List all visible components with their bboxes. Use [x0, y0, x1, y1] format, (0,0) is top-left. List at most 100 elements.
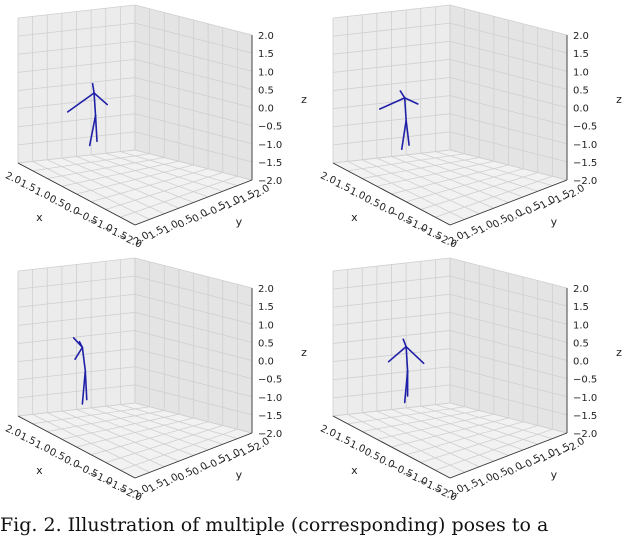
z-tick-label: −0.5 [573, 122, 597, 133]
skeleton-bone-hip-r_foot [88, 114, 97, 147]
grid-line [391, 417, 509, 448]
z-tick-label: 1.0 [573, 320, 589, 331]
skeleton-bone-neck-hip [93, 92, 97, 117]
subplot-1: 2.01.51.00.50.0−0.5−1.0−1.5−2.0x2.01.51.… [4, 4, 307, 251]
grid-line [17, 293, 136, 308]
grid-line [17, 311, 136, 326]
grid-line [91, 168, 209, 203]
grid-line [435, 428, 553, 471]
grid-line [449, 149, 568, 181]
z-tick-label: −1.0 [258, 140, 282, 151]
grid-line [134, 40, 253, 72]
skeleton-bone-neck-r_hand [405, 345, 425, 365]
z-tick-label: 1.5 [573, 302, 589, 313]
grid-line [406, 421, 524, 456]
grid-line [449, 22, 568, 54]
z-tick-label: 0.0 [573, 104, 589, 115]
grid-line [391, 164, 509, 195]
grid-line [91, 421, 209, 456]
subplot-4: 2.01.51.00.50.0−0.5−1.0−1.5−2.0x2.01.51.… [319, 257, 622, 504]
z-tick-label: 0.5 [573, 338, 589, 349]
skeleton-bone-head-neck [91, 82, 95, 94]
x-axis-label: x [351, 211, 358, 224]
z-tick-label: −0.5 [258, 375, 282, 386]
grid-line [17, 22, 136, 37]
figure-caption: Fig. 2. Illustration of multiple (corres… [0, 514, 549, 536]
grid-line [405, 407, 524, 451]
grid-line [90, 154, 209, 198]
grid-line [120, 175, 238, 218]
z-tick-label: 0.5 [258, 85, 274, 96]
grid-line [332, 293, 451, 308]
skeleton-bone-neck-r_hand [74, 346, 84, 360]
grid-line [435, 151, 553, 187]
z-tick-label: 1.0 [573, 67, 589, 78]
grid-line [435, 404, 553, 440]
grid-line [406, 168, 524, 203]
grid-line [105, 172, 223, 210]
grid-line [134, 22, 253, 54]
grid-line [90, 407, 209, 451]
z-tick-label: 2.0 [573, 284, 589, 295]
grid-line [420, 405, 538, 445]
grid-line [420, 152, 538, 192]
y-axis-label: y [551, 469, 558, 482]
z-tick-label: 1.0 [258, 67, 274, 78]
skeleton-bone-neck-l_hand [387, 345, 407, 363]
floor-pane [333, 150, 567, 225]
z-axis-label: z [616, 93, 622, 106]
skeleton-bone-head-neck [402, 338, 407, 348]
grid-line [449, 257, 568, 289]
x-axis-label: x [36, 464, 43, 477]
z-tick-label: −2.0 [573, 429, 597, 440]
z-tick-label: −0.5 [258, 122, 282, 133]
z-tick-label: −1.0 [573, 140, 597, 151]
z-tick-label: −1.5 [258, 158, 282, 169]
z-tick-label: 2.0 [573, 31, 589, 42]
grid-line [17, 257, 136, 272]
grid-line [134, 330, 253, 361]
grid-line [332, 275, 451, 290]
z-tick-label: 0.0 [258, 357, 274, 368]
x-axis-line [17, 415, 136, 479]
grid-line [76, 417, 194, 448]
skeleton-bone-hip-l_foot [94, 114, 98, 143]
grid-line [332, 330, 451, 344]
subplot-3: 2.01.51.00.50.0−0.5−1.0−1.5−2.0x2.01.51.… [4, 257, 307, 504]
grid-line [332, 4, 451, 19]
grid-line [405, 154, 524, 198]
y-axis-line [449, 432, 568, 479]
z-tick-label: 2.0 [258, 284, 274, 295]
grid-line [332, 77, 451, 91]
z-tick-label: −2.0 [573, 176, 597, 187]
skeleton-bone-neck-l_hand [72, 337, 84, 349]
z-axis-label: z [301, 346, 307, 359]
z-axis-label: z [616, 346, 622, 359]
grid-line [134, 149, 253, 181]
z-tick-label: −2.0 [258, 176, 282, 187]
grid-line [120, 404, 238, 440]
y-axis-line [449, 179, 568, 226]
grid-line [332, 40, 451, 55]
y-axis-line [134, 179, 253, 226]
z-tick-label: −1.5 [573, 411, 597, 422]
skeleton-bone-hip-l_foot [405, 119, 410, 146]
grid-line [420, 172, 538, 210]
grid-line [332, 58, 451, 73]
y-axis-line [134, 432, 253, 479]
grid-line [449, 293, 568, 325]
skeleton-bone-neck-hip [403, 97, 407, 122]
y-axis-label: y [236, 469, 243, 482]
x-axis-line [332, 162, 451, 226]
z-tick-label: 0.5 [258, 338, 274, 349]
grid-line [17, 330, 136, 344]
grid-line [449, 402, 568, 434]
z-tick-label: 0.0 [573, 357, 589, 368]
skeleton-bone-neck-l_hand [379, 97, 406, 110]
grid-line [105, 152, 223, 192]
grid-line [120, 428, 238, 471]
grid-line [105, 425, 223, 463]
grid-line [449, 330, 568, 361]
grid-line [76, 164, 194, 195]
